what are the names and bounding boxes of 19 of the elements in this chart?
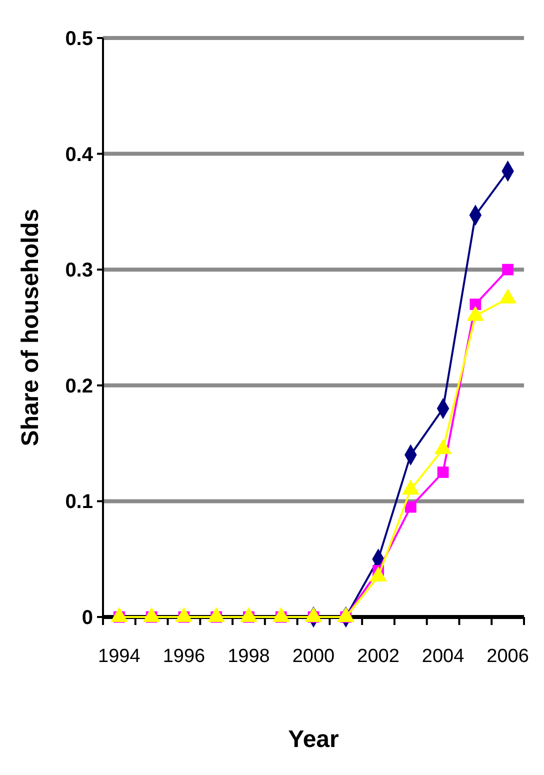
x-tick-label: 1994 (98, 646, 141, 667)
y-tick-label: 0.1 (65, 491, 93, 514)
y-axis-title: Share of households (17, 208, 44, 446)
y-tick-label: 0 (82, 607, 93, 629)
point (437, 466, 449, 478)
y-tick-label: 0.4 (65, 144, 94, 166)
x-tick-label: 2000 (292, 646, 335, 667)
x-tick-label: 1996 (162, 646, 206, 667)
y-tick-label: 0.5 (65, 28, 93, 50)
x-axis-title: Year (288, 726, 339, 753)
point (404, 501, 416, 513)
x-tick-label: 1998 (228, 646, 270, 667)
x-tick-label: 2004 (422, 646, 465, 667)
y-tick-label: 0.2 (65, 375, 93, 398)
y-tick-label: 0.3 (65, 260, 93, 282)
x-tick-label: 2006 (486, 646, 529, 667)
x-tick-label: 2002 (357, 646, 400, 667)
point (502, 264, 514, 276)
point (470, 298, 482, 310)
